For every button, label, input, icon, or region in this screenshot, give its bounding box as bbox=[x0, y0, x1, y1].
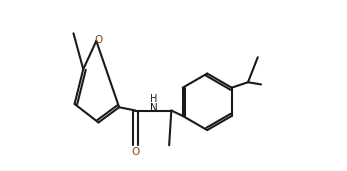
Text: N: N bbox=[150, 103, 158, 113]
Text: O: O bbox=[94, 35, 102, 45]
Text: H: H bbox=[150, 94, 158, 104]
Text: O: O bbox=[131, 147, 139, 157]
